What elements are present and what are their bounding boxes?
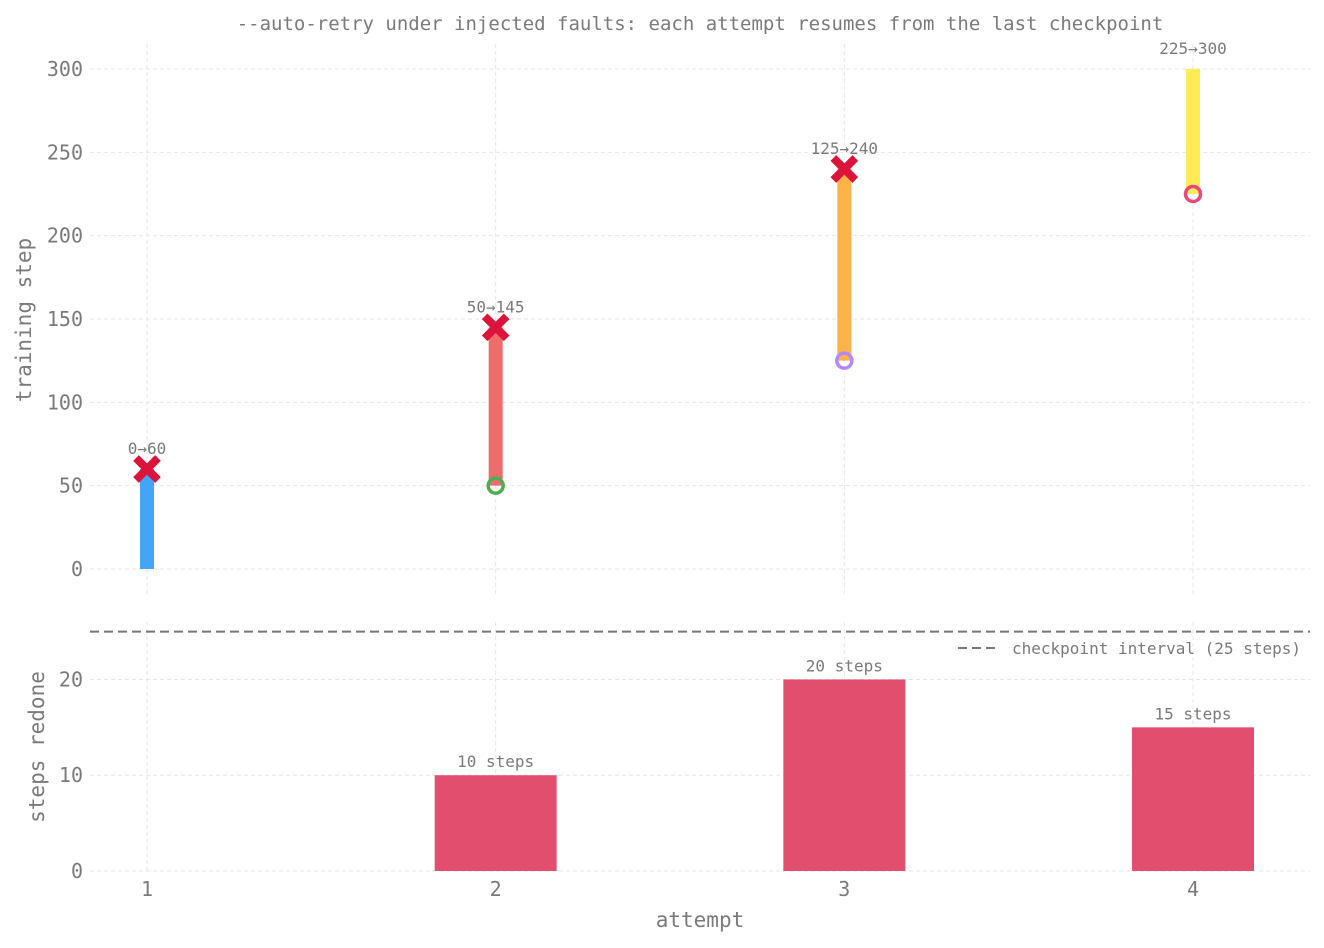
bottom-gridlines — [90, 622, 1310, 872]
top-y-tick-label: 50 — [59, 474, 83, 498]
top-y-ticks: 0 50 100 150 200 250 300 — [47, 57, 83, 581]
bottom-bar-labels: 10 steps 20 steps 15 steps — [457, 656, 1231, 771]
top-y-tick-label: 150 — [47, 307, 83, 331]
resume-marker — [486, 476, 505, 495]
top-segments — [133, 69, 1203, 569]
top-y-tick-label: 200 — [47, 224, 83, 248]
bottom-y-axis-label: steps redone — [25, 671, 49, 823]
range-label: 225→300 — [1159, 39, 1226, 58]
range-label: 50→145 — [467, 297, 525, 316]
bottom-panel: 0 10 20 10 steps 20 steps 15 steps checkpoin… — [25, 622, 1310, 932]
x-tick-label: 1 — [141, 877, 153, 901]
bottom-y-tick-label: 0 — [71, 859, 83, 883]
x-axis-label: attempt — [656, 908, 745, 932]
range-label: 125→240 — [811, 139, 878, 158]
legend-label: checkpoint interval (25 steps) — [1012, 639, 1301, 658]
legend: checkpoint interval (25 steps) — [958, 639, 1301, 658]
x-tick-label: 3 — [838, 877, 850, 901]
bar-value-label: 20 steps — [806, 656, 883, 675]
top-panel: 0 50 100 150 200 250 300 0→60 50→145 125→240 225→… — [12, 39, 1310, 594]
top-y-axis-label: training step — [12, 238, 36, 402]
bottom-y-tick-label: 20 — [59, 667, 83, 691]
top-y-tick-label: 100 — [47, 390, 83, 414]
top-y-tick-label: 0 — [71, 557, 83, 581]
fault-marker — [133, 455, 161, 483]
bar-value-label: 15 steps — [1154, 704, 1231, 723]
bottom-bars — [434, 679, 1254, 871]
resume-marker — [1183, 184, 1203, 204]
steps-redone-bar — [1132, 727, 1254, 871]
top-y-tick-label: 250 — [47, 140, 83, 164]
fault-marker — [830, 155, 859, 183]
resume-marker — [835, 351, 854, 370]
x-tick-label: 4 — [1187, 877, 1199, 901]
x-ticks: 1 2 3 4 — [141, 877, 1199, 901]
steps-redone-bar — [783, 679, 906, 871]
top-y-tick-label: 300 — [47, 57, 83, 81]
fault-marker — [481, 313, 510, 342]
chart-title: --auto-retry under injected faults: each… — [237, 13, 1164, 35]
bar-value-label: 10 steps — [457, 752, 534, 771]
bottom-y-tick-label: 10 — [59, 763, 83, 787]
range-label: 0→60 — [128, 439, 167, 458]
top-gridlines — [90, 44, 1310, 594]
steps-redone-bar — [434, 775, 557, 871]
bottom-y-ticks: 0 10 20 — [59, 667, 83, 883]
top-range-labels: 0→60 50→145 125→240 225→300 — [128, 39, 1227, 458]
x-tick-label: 2 — [490, 877, 502, 901]
